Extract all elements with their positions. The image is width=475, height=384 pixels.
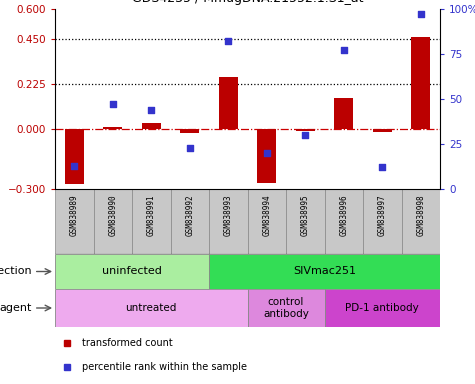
- Bar: [247, 189, 286, 254]
- Bar: [209, 254, 440, 289]
- Point: [109, 101, 116, 108]
- Bar: [218, 77, 238, 129]
- Text: GSM838993: GSM838993: [224, 194, 233, 236]
- Bar: [372, 129, 392, 132]
- Bar: [324, 289, 440, 327]
- Bar: [334, 98, 353, 129]
- Text: untreated: untreated: [125, 303, 177, 313]
- Point: [147, 107, 155, 113]
- Bar: [55, 289, 247, 327]
- Bar: [363, 189, 401, 254]
- Bar: [247, 289, 324, 327]
- Bar: [257, 129, 276, 183]
- Title: GDS4235 / MmugDNA.21552.1.S1_at: GDS4235 / MmugDNA.21552.1.S1_at: [132, 0, 363, 5]
- Text: infection: infection: [0, 266, 32, 276]
- Text: uninfected: uninfected: [102, 266, 162, 276]
- Bar: [55, 254, 209, 289]
- Bar: [132, 189, 171, 254]
- Point: [379, 164, 386, 170]
- Text: GSM838992: GSM838992: [185, 194, 194, 236]
- Bar: [65, 129, 84, 184]
- Bar: [103, 127, 123, 129]
- Text: GSM838990: GSM838990: [108, 194, 117, 236]
- Text: GSM838995: GSM838995: [301, 194, 310, 236]
- Bar: [286, 189, 324, 254]
- Point: [225, 38, 232, 45]
- Text: GSM838998: GSM838998: [416, 194, 425, 236]
- Point: [417, 11, 425, 17]
- Bar: [171, 189, 209, 254]
- Text: PD-1 antibody: PD-1 antibody: [345, 303, 419, 313]
- Text: agent: agent: [0, 303, 32, 313]
- Bar: [411, 37, 430, 129]
- Text: GSM838989: GSM838989: [70, 194, 79, 236]
- Text: SIVmac251: SIVmac251: [293, 266, 356, 276]
- Bar: [142, 123, 161, 129]
- Point: [186, 144, 193, 151]
- Bar: [401, 189, 440, 254]
- Point: [302, 132, 309, 138]
- Bar: [295, 129, 315, 131]
- Text: GSM838997: GSM838997: [378, 194, 387, 236]
- Point: [70, 162, 78, 169]
- Text: GSM838996: GSM838996: [339, 194, 348, 236]
- Bar: [94, 189, 132, 254]
- Text: GSM838994: GSM838994: [262, 194, 271, 236]
- Text: GSM838991: GSM838991: [147, 194, 156, 236]
- Point: [340, 47, 348, 53]
- Bar: [180, 129, 200, 133]
- Text: percentile rank within the sample: percentile rank within the sample: [82, 362, 247, 372]
- Point: [263, 150, 271, 156]
- Text: transformed count: transformed count: [82, 338, 173, 348]
- Text: control
antibody: control antibody: [263, 297, 309, 319]
- Bar: [209, 189, 247, 254]
- Bar: [324, 189, 363, 254]
- Bar: [55, 189, 94, 254]
